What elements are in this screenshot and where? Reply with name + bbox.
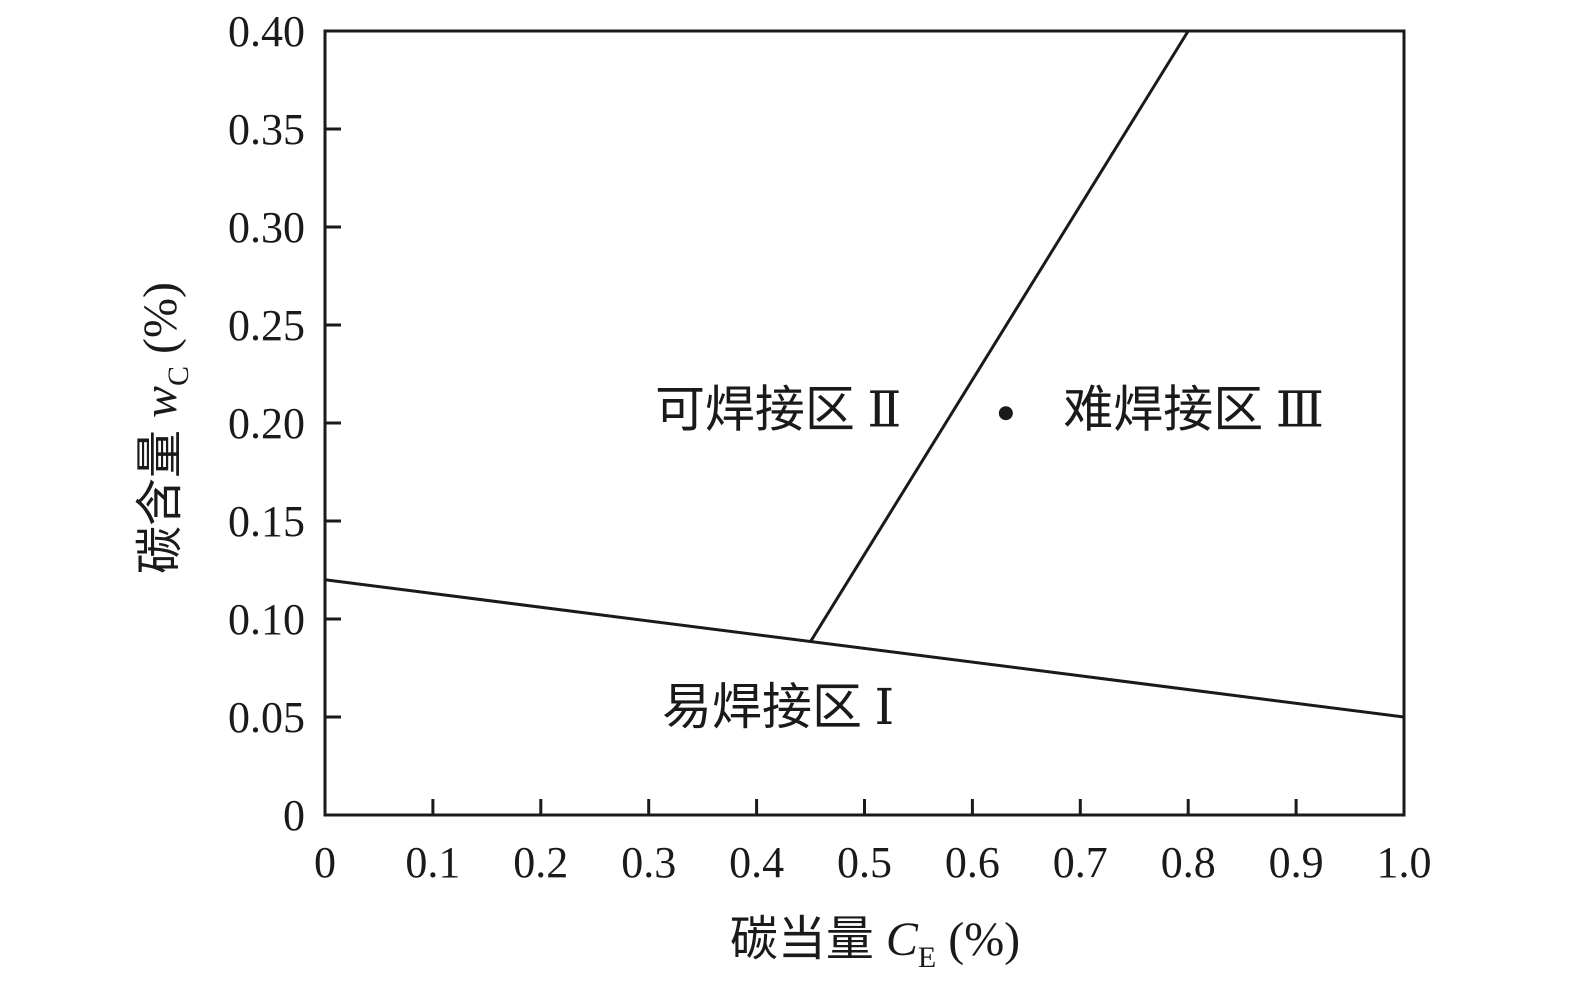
axis-ticks: 0 0.1 0.2 0.3 0.4 0.5 0.6 0.7 0.8 0.9 1.0 0 0.05 0.10… [228,7,1432,887]
x-tick-label: 0.5 [837,838,892,887]
y-tick-label: 0.35 [228,105,305,154]
region-label-2: 可焊接区 Ⅱ [655,381,901,437]
marker-dot-1 [998,406,1013,421]
x-tick-label: 0.3 [621,838,676,887]
y-axis-label-subscript: C [162,366,195,386]
x-tick-label: 0.7 [1053,838,1108,887]
y-tick-label: 0.25 [228,301,305,350]
x-tick-label: 0 [314,838,336,887]
y-axis-label-unit: (%) [134,282,187,366]
boundary-line-1 [324,578,1405,719]
y-tick-label: 0.40 [228,7,305,56]
y-tick-label: 0.10 [228,595,305,644]
y-tick-label: 0.30 [228,203,305,252]
region-labels: 易焊接区 Ⅰ 可焊接区 Ⅱ 难焊接区 Ⅲ [655,381,1324,735]
x-tick-label: 0.2 [513,838,568,887]
x-tick-label: 1.0 [1377,838,1432,887]
y-tick-label: 0 [283,791,305,840]
y-axis-label-symbol: w [134,386,187,418]
region-label-3: 难焊接区 Ⅲ [1063,381,1324,437]
markers [998,406,1013,421]
x-axis-label-prefix: 碳当量 [730,913,886,966]
x-axis-label-unit: (%) [936,913,1020,966]
y-tick-label: 0.15 [228,497,305,546]
x-tick-label: 0.4 [729,838,784,887]
x-axis-label-symbol: C [886,913,919,966]
y-axis-label: 碳含量 wC (%) [134,282,195,574]
x-axis-label-subscript: E [918,941,936,974]
y-tick-label: 0.20 [228,399,305,448]
x-tick-label: 0.1 [405,838,460,887]
boundary-line-2 [809,30,1190,643]
y-tick-label: 0.05 [228,693,305,742]
x-tick-label: 0.9 [1269,838,1324,887]
x-axis-label: 碳当量 CE (%) [730,913,1020,974]
x-tick-label: 0.8 [1161,838,1216,887]
x-tick-label: 0.6 [945,838,1000,887]
region-label-1: 易焊接区 Ⅰ [662,679,894,735]
y-axis-label-prefix: 碳含量 [134,418,187,574]
